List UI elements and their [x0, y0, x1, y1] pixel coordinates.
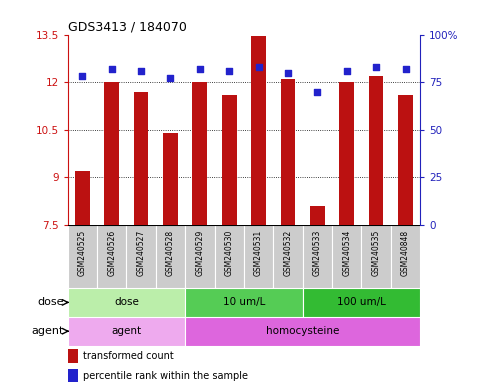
Text: transformed count: transformed count	[84, 351, 174, 361]
Bar	[68, 288, 185, 317]
Bar	[185, 225, 214, 288]
Bar	[361, 225, 391, 288]
Bar	[340, 82, 354, 225]
Point	[402, 66, 410, 72]
Bar	[156, 225, 185, 288]
Point	[137, 68, 145, 74]
Bar	[68, 317, 185, 346]
Text: GSM240525: GSM240525	[78, 230, 87, 276]
Bar	[185, 288, 303, 317]
Point	[343, 68, 351, 74]
Bar	[97, 225, 127, 288]
Point	[108, 66, 115, 72]
Bar	[391, 225, 420, 288]
Bar	[134, 92, 148, 225]
Text: GSM240530: GSM240530	[225, 230, 234, 276]
Text: GSM240531: GSM240531	[254, 230, 263, 276]
Text: dose: dose	[38, 297, 64, 308]
Bar	[68, 225, 97, 288]
Bar	[369, 76, 384, 225]
Bar	[222, 95, 237, 225]
Text: agent: agent	[111, 326, 142, 336]
Text: GDS3413 / 184070: GDS3413 / 184070	[68, 20, 186, 33]
Point	[255, 64, 262, 70]
Text: GSM240529: GSM240529	[195, 230, 204, 276]
Text: GSM240534: GSM240534	[342, 230, 351, 276]
Bar	[75, 171, 90, 225]
Bar	[127, 225, 156, 288]
Bar	[310, 206, 325, 225]
Point	[372, 64, 380, 70]
Bar	[185, 317, 420, 346]
Bar	[398, 95, 413, 225]
Text: agent: agent	[32, 326, 64, 336]
Bar	[244, 225, 273, 288]
Bar	[214, 225, 244, 288]
Text: GSM240848: GSM240848	[401, 230, 410, 276]
Bar	[104, 82, 119, 225]
Point	[78, 73, 86, 79]
Point	[196, 66, 204, 72]
Bar	[68, 369, 78, 382]
Point	[167, 75, 174, 81]
Text: GSM240532: GSM240532	[284, 230, 293, 276]
Text: homocysteine: homocysteine	[266, 326, 340, 336]
Bar	[68, 349, 78, 363]
Text: GSM240526: GSM240526	[107, 230, 116, 276]
Text: 10 um/L: 10 um/L	[223, 297, 265, 308]
Text: 100 um/L: 100 um/L	[337, 297, 386, 308]
Bar	[163, 133, 178, 225]
Point	[226, 68, 233, 74]
Text: GSM240528: GSM240528	[166, 230, 175, 276]
Bar	[273, 225, 303, 288]
Point	[313, 89, 321, 95]
Text: GSM240535: GSM240535	[371, 230, 381, 276]
Bar	[303, 288, 420, 317]
Text: GSM240533: GSM240533	[313, 230, 322, 276]
Bar	[332, 225, 361, 288]
Text: GSM240527: GSM240527	[137, 230, 145, 276]
Bar	[281, 79, 295, 225]
Text: dose: dose	[114, 297, 139, 308]
Bar	[193, 82, 207, 225]
Text: percentile rank within the sample: percentile rank within the sample	[84, 371, 248, 381]
Bar	[251, 36, 266, 225]
Bar	[303, 225, 332, 288]
Point	[284, 70, 292, 76]
